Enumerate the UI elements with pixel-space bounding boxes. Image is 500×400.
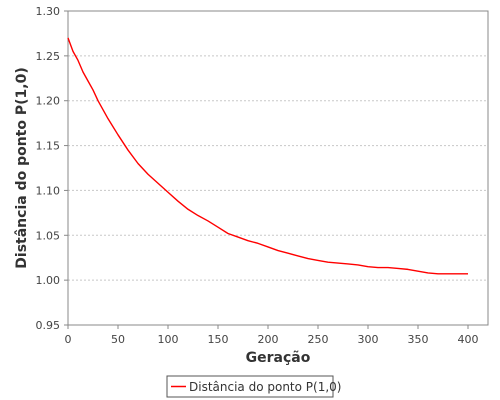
plot-area: [67, 10, 489, 326]
y-tick-label: 1.05: [36, 229, 61, 242]
y-tick-label: 1.00: [36, 274, 61, 287]
series-layer: [67, 37, 468, 275]
legend: Distância do ponto P(1,0): [166, 375, 341, 398]
x-tick-label: 0: [65, 333, 72, 346]
x-tick-label: 250: [308, 333, 329, 346]
y-tick-label: 1.25: [36, 50, 61, 63]
x-tick-label: 100: [158, 333, 179, 346]
x-axis-label: Geração: [246, 350, 311, 366]
y-tick-label: 0.95: [36, 319, 61, 332]
y-axis-label: Distância do ponto P(1,0): [14, 67, 30, 268]
x-tick-label: 50: [111, 333, 125, 346]
y-tick-label: 1.15: [36, 140, 61, 153]
y-tick-label: 1.10: [36, 184, 61, 197]
x-tick-label: 400: [458, 333, 479, 346]
x-tick-label: 150: [208, 333, 229, 346]
x-tick-label: 200: [258, 333, 279, 346]
axes: 0.95 1.00 1.05 1.10 1.15 1.20 1.25 1.30 0 50 100 15…: [36, 5, 479, 346]
x-tick-label: 350: [408, 333, 429, 346]
x-tick-label: 300: [358, 333, 379, 346]
grid: [68, 55, 488, 281]
y-tick-label: 1.20: [36, 95, 61, 108]
y-tick-label: 1.30: [36, 5, 61, 18]
series-line: [67, 37, 468, 275]
legend-label: Distância do ponto P(1,0): [189, 380, 341, 394]
legend-box: [166, 375, 334, 398]
